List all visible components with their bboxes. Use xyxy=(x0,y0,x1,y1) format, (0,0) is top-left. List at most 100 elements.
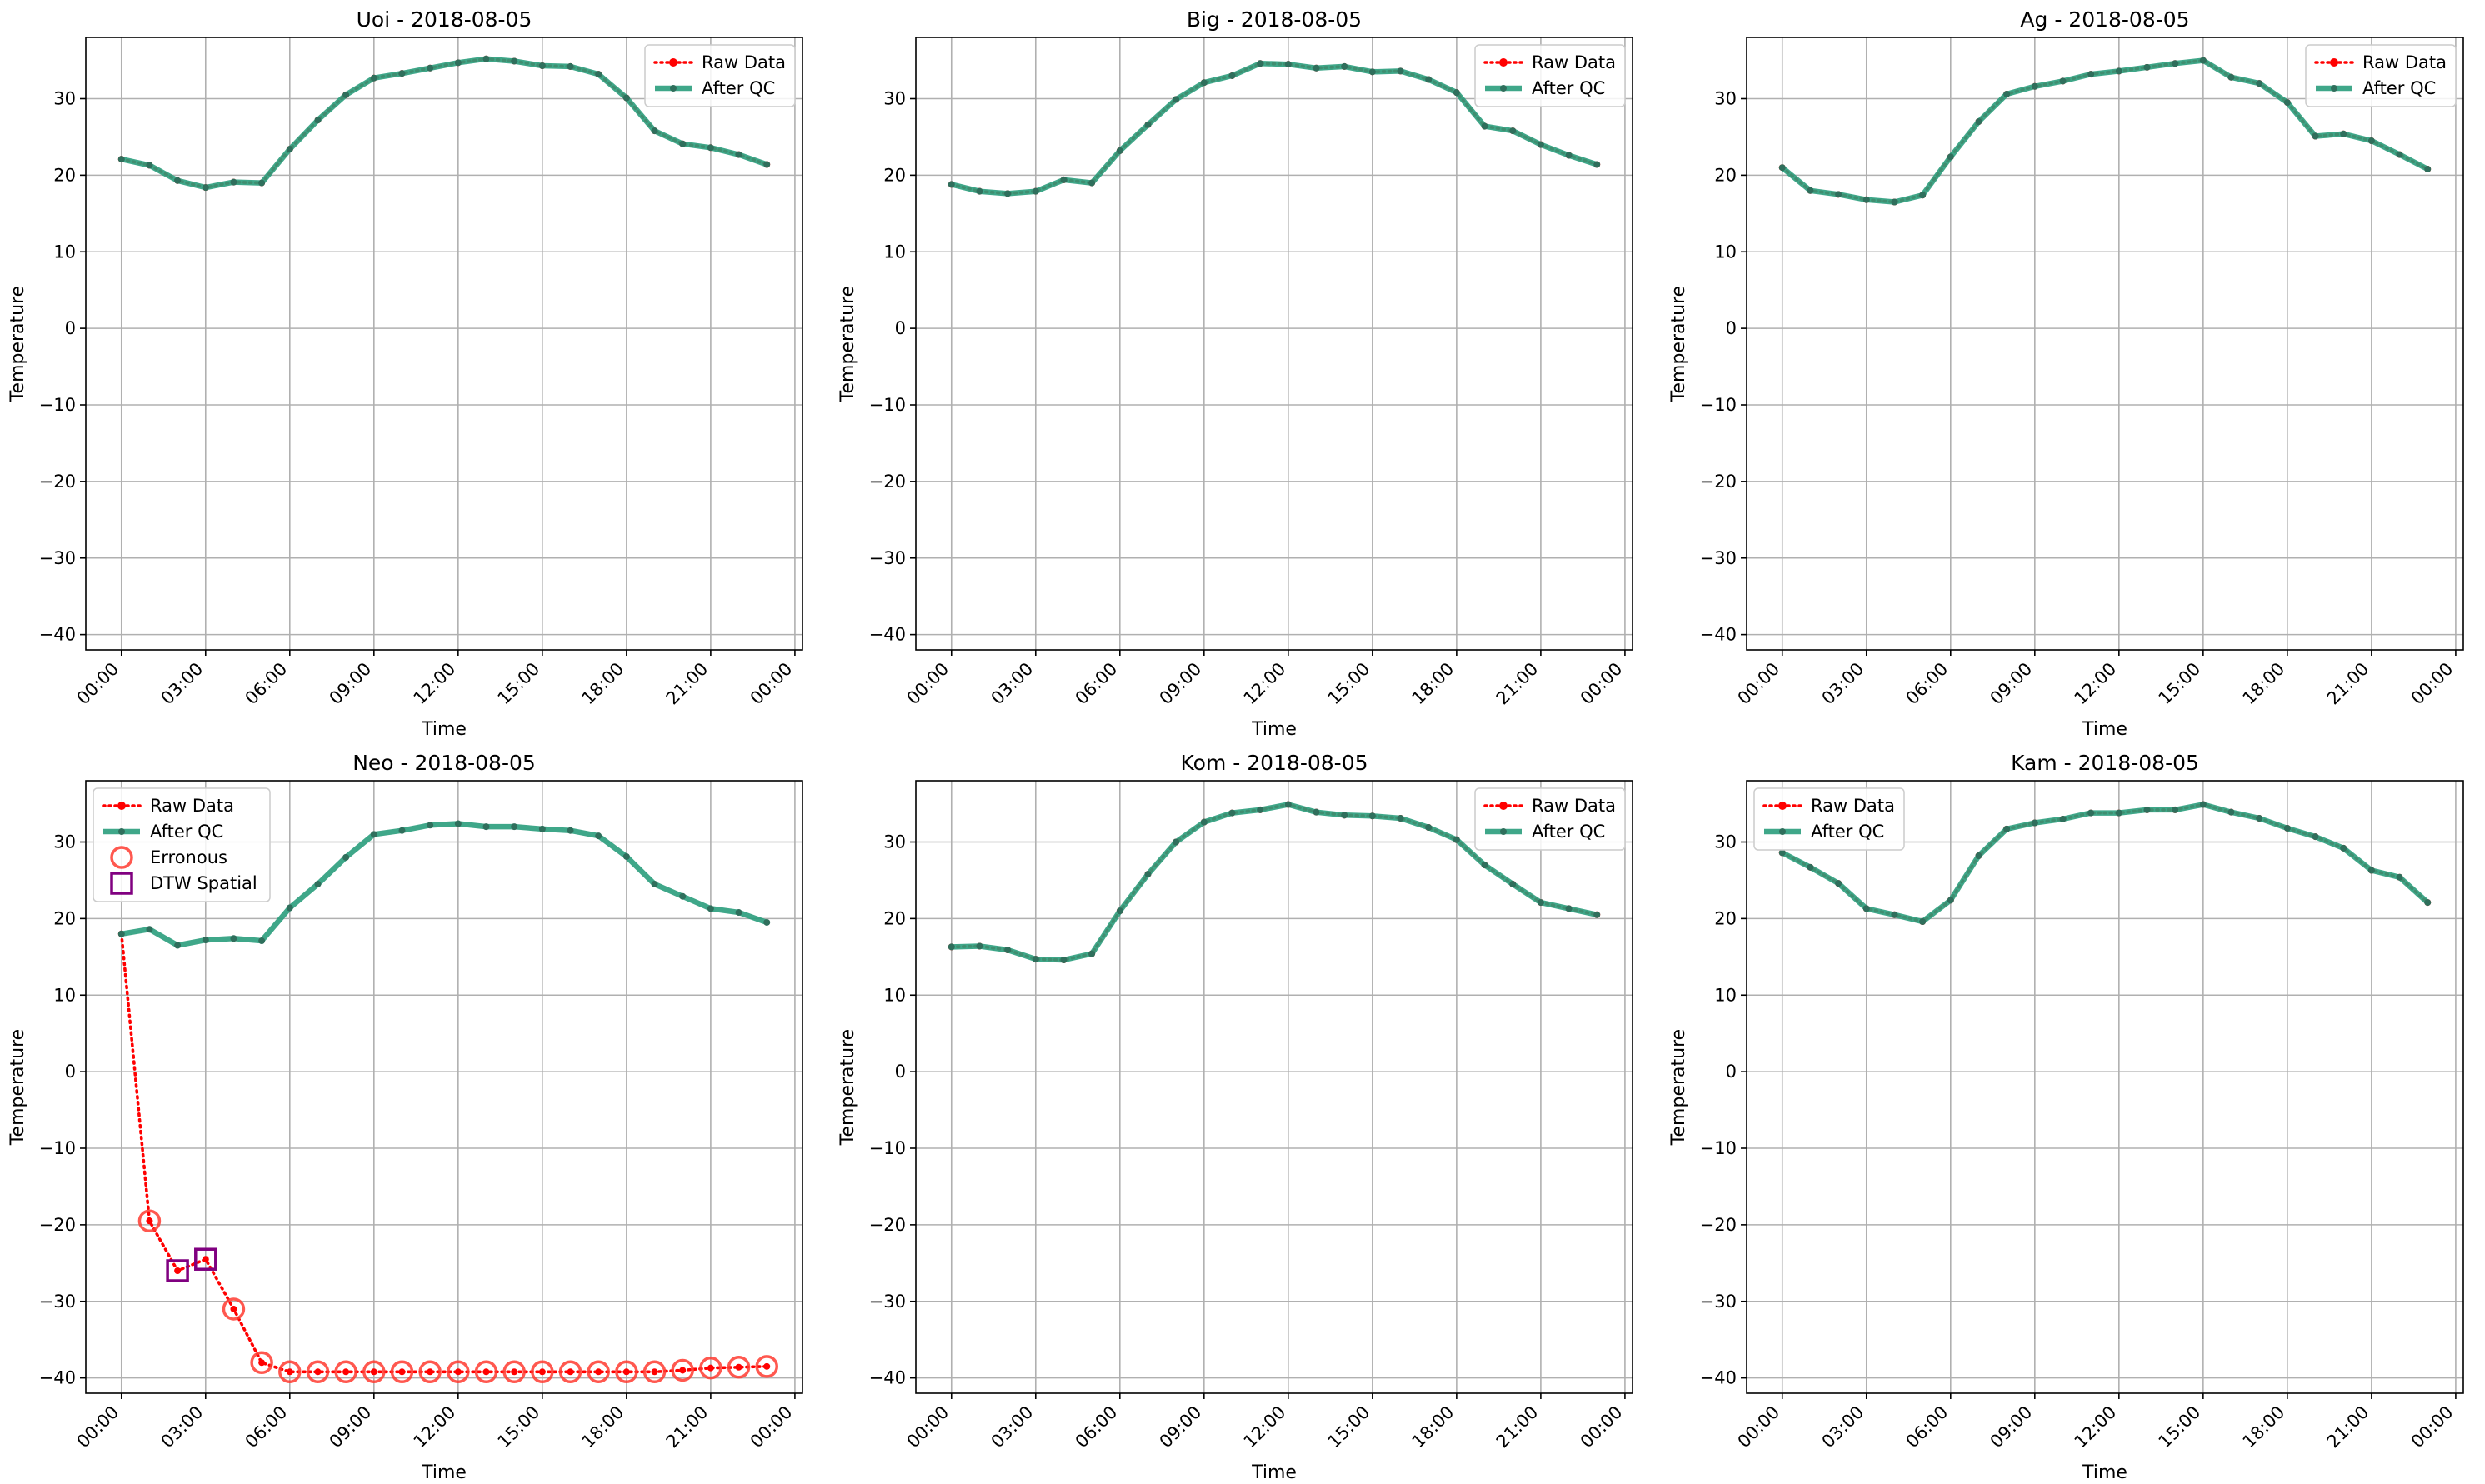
after-qc-point xyxy=(1862,196,1870,203)
x-tick-label: 12:00 xyxy=(410,659,460,709)
x-tick-label: 15:00 xyxy=(1324,1402,1374,1452)
after-qc-point xyxy=(1032,956,1039,963)
x-tick-label: 03:00 xyxy=(1818,659,1868,709)
after-qc-point xyxy=(679,892,687,900)
chart-title: Kom - 2018-08-05 xyxy=(1181,751,1368,775)
raw-data-point xyxy=(454,1368,462,1376)
after-qc-point xyxy=(1593,911,1601,918)
after-qc-point xyxy=(286,904,293,912)
after-qc-point xyxy=(2031,819,2038,827)
y-tick-label: 10 xyxy=(1714,242,1737,262)
legend-marker-after-qc xyxy=(118,828,125,835)
legend: Raw Data After QC xyxy=(1474,787,1626,851)
after-qc-point xyxy=(398,827,406,834)
after-qc-point xyxy=(1341,62,1348,70)
after-qc-point xyxy=(622,94,630,102)
after-qc-point xyxy=(538,825,546,832)
after-qc-point xyxy=(2340,844,2348,852)
after-qc-point xyxy=(1312,64,1320,72)
y-tick-label: 0 xyxy=(1726,318,1737,338)
chart-panel: Uoi - 2018-08-05 00:00 03:00 06:00 09:00 12:0… xyxy=(8,7,803,740)
after-qc-point xyxy=(735,151,742,158)
x-tick-label: 15:00 xyxy=(2155,659,2205,709)
after-qc-point xyxy=(342,853,350,861)
after-qc-point xyxy=(1312,808,1320,816)
raw-data-point xyxy=(314,1368,322,1376)
erronous-marker xyxy=(418,1360,442,1384)
x-tick-label: 15:00 xyxy=(2155,1402,2205,1452)
y-tick-label: 10 xyxy=(883,985,906,1005)
raw-data-point xyxy=(735,1363,742,1371)
legend-label: DTW Spatial xyxy=(150,873,258,893)
y-tick-label: −30 xyxy=(869,548,906,568)
after-qc-point xyxy=(763,161,771,168)
y-tick-label: 30 xyxy=(53,832,76,852)
x-axis-label: Time xyxy=(2082,1462,2128,1483)
after-qc-point xyxy=(2368,137,2375,145)
after-qc-point xyxy=(679,140,687,147)
legend: Raw Data After QC xyxy=(1753,787,1905,851)
y-tick-label: −40 xyxy=(869,1368,906,1388)
after-qc-point xyxy=(2228,808,2235,816)
x-tick-label: 00:00 xyxy=(2408,659,2458,709)
after-qc-point xyxy=(1565,152,1572,159)
legend-marker-raw-data xyxy=(669,58,678,67)
y-tick-label: 10 xyxy=(53,242,76,262)
y-axis-label: Temperature xyxy=(8,286,28,402)
y-tick-label: −10 xyxy=(869,395,906,415)
after-qc-point xyxy=(1397,67,1404,75)
after-qc-point xyxy=(2283,99,2291,107)
legend-marker-after-qc xyxy=(1500,85,1507,92)
after-qc-point xyxy=(707,144,714,152)
after-qc-point xyxy=(1257,806,1264,813)
x-tick-label: 00:00 xyxy=(2408,1402,2458,1452)
after-qc-point xyxy=(118,156,125,163)
legend-marker-after-qc xyxy=(2331,85,2338,92)
after-qc-point xyxy=(230,935,238,942)
x-tick-label: 18:00 xyxy=(2239,659,2289,709)
raw-data-point xyxy=(286,1368,293,1376)
x-tick-label: 15:00 xyxy=(494,1402,544,1452)
y-tick-label: 30 xyxy=(883,89,906,109)
axes-frame xyxy=(915,780,1633,1394)
raw-data-point xyxy=(482,1368,490,1376)
erronous-marker xyxy=(334,1360,358,1384)
after-qc-point xyxy=(2424,899,2432,907)
erronous-marker xyxy=(642,1360,667,1384)
after-qc-point xyxy=(454,820,462,827)
series-after-qc-line xyxy=(1781,802,2430,925)
chart-panel: Kom - 2018-08-05 00:00 03:00 06:00 09:00 12:0… xyxy=(838,751,1633,1483)
axes-frame xyxy=(1746,780,2464,1394)
y-tick-label: 10 xyxy=(53,985,76,1005)
y-tick-label: 0 xyxy=(65,1062,76,1082)
after-qc-point xyxy=(1452,89,1460,97)
after-qc-point xyxy=(1919,918,1927,926)
after-qc-point xyxy=(1425,824,1432,832)
legend-label: After QC xyxy=(150,822,223,842)
after-qc-point xyxy=(2256,815,2263,822)
legend-box xyxy=(644,44,796,107)
x-axis-label: Time xyxy=(421,719,467,740)
after-qc-point xyxy=(2143,806,2151,813)
legend-marker-raw-data xyxy=(2330,58,2338,67)
y-tick-label: 20 xyxy=(883,165,906,185)
after-qc-point xyxy=(174,177,182,184)
legend: Raw Data After QC xyxy=(2305,44,2457,107)
after-qc-point xyxy=(146,926,153,933)
raw-data-point xyxy=(146,1217,153,1225)
after-qc-point xyxy=(976,942,983,950)
after-qc-point xyxy=(1509,127,1517,135)
x-tick-label: 12:00 xyxy=(2071,1402,2121,1452)
raw-data-point xyxy=(679,1367,687,1374)
after-qc-point xyxy=(2199,801,2207,808)
y-tick-label: 20 xyxy=(883,908,906,928)
y-axis-label: Temperature xyxy=(838,286,858,402)
legend-marker-after-qc xyxy=(1779,828,1786,835)
y-tick-label: −10 xyxy=(39,1138,76,1158)
x-tick-label: 09:00 xyxy=(1156,1402,1206,1452)
erronous-marker xyxy=(306,1360,330,1384)
y-tick-label: 20 xyxy=(1714,908,1737,928)
legend-marker-raw-data xyxy=(118,802,126,810)
x-tick-label: 06:00 xyxy=(242,659,292,709)
